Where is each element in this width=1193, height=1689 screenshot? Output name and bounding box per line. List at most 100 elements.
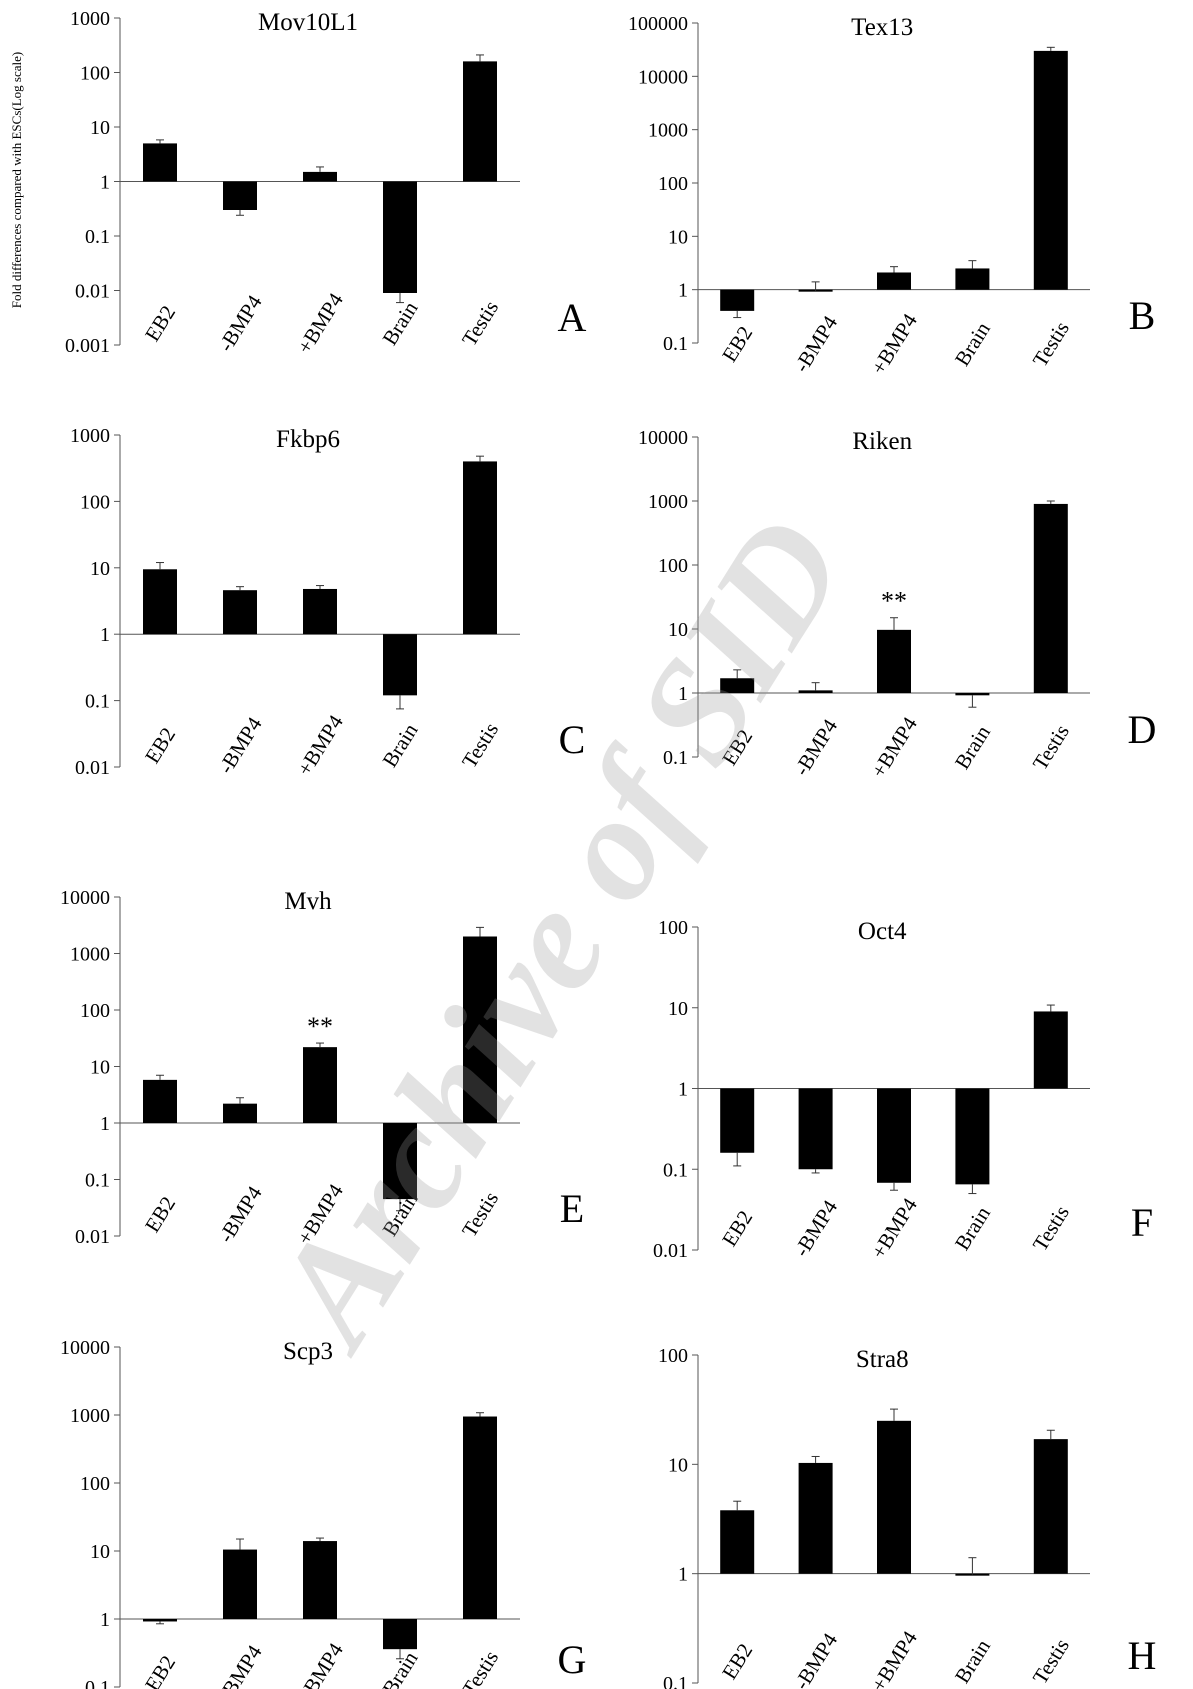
y-tick-label: 0.1 (85, 691, 110, 713)
x-tick-label: -BMP4 (789, 311, 842, 377)
bar-EB2 (143, 143, 177, 182)
y-tick-label: 0.1 (85, 226, 110, 248)
y-tick-label: 100 (658, 917, 688, 939)
bar-Testis (1033, 503, 1068, 693)
y-tick-label: 1000 (648, 491, 688, 513)
y-tick-label: 1000 (70, 8, 110, 30)
x-tick-label: EB2 (140, 723, 180, 767)
x-tick-label: EB2 (717, 725, 757, 769)
panel-letter: C (559, 717, 586, 762)
bar-Testis (463, 461, 497, 635)
panel-letter: E (560, 1186, 584, 1231)
panel-letter: D (1128, 707, 1157, 752)
bar-Testis (463, 61, 497, 182)
x-tick-label: -BMP4 (213, 1640, 266, 1689)
x-tick-label: Testis (1028, 1201, 1074, 1255)
bar-+BMP4 (303, 1541, 337, 1619)
x-tick-label: -BMP4 (789, 1195, 842, 1261)
panel-letter: G (558, 1637, 587, 1682)
bar-Testis (1033, 1011, 1068, 1089)
x-tick-label: +BMP4 (292, 1638, 348, 1689)
y-tick-label: 10000 (60, 887, 110, 909)
chart-title: Riken (852, 428, 912, 455)
panel-letter: A (558, 295, 587, 340)
y-tick-label: 1 (100, 624, 110, 646)
y-tick-label: 0.1 (663, 1159, 688, 1181)
y-tick-label: 0.1 (663, 1673, 688, 1689)
bar-+BMP4 (877, 1420, 911, 1574)
y-tick-label: 100 (80, 1473, 110, 1495)
bar-+BMP4 (877, 272, 911, 290)
panel-letter: B (1129, 293, 1156, 338)
bar-EB2 (720, 289, 755, 311)
bar-Brain (383, 181, 417, 293)
x-tick-label: Testis (457, 1187, 503, 1241)
bar-Testis (463, 936, 497, 1123)
x-tick-label: EB2 (140, 1651, 180, 1689)
bar-Testis (1033, 1439, 1068, 1574)
y-tick-label: 100 (80, 63, 110, 85)
panel-letter: F (1131, 1200, 1153, 1245)
y-tick-label: 1 (100, 1609, 110, 1631)
x-tick-label: +BMP4 (292, 288, 348, 358)
x-tick-label: EB2 (140, 301, 180, 345)
bar-+BMP4 (877, 629, 911, 693)
y-tick-label: 1 (678, 280, 688, 302)
significance-marker: ** (881, 587, 907, 616)
significance-marker: ** (307, 1012, 333, 1041)
x-tick-label: Testis (1028, 720, 1074, 774)
y-tick-label: 10000 (60, 1337, 110, 1359)
bar-EB2 (720, 1088, 755, 1153)
y-tick-label: 1000 (70, 425, 110, 447)
x-tick-label: -BMP4 (789, 1628, 842, 1689)
x-tick-label: EB2 (717, 1206, 757, 1250)
y-tick-label: 10 (668, 998, 688, 1020)
bar-Brain (383, 634, 417, 696)
x-tick-label: +BMP4 (292, 710, 348, 780)
y-tick-label: 0.1 (85, 1677, 110, 1689)
chart-title: Mvh (284, 888, 332, 915)
chart-title: Scp3 (283, 1338, 333, 1365)
y-tick-label: 0.01 (653, 1240, 688, 1262)
bar-EB2 (720, 1510, 755, 1574)
y-tick-label: 1000 (70, 944, 110, 966)
bar-+BMP4 (303, 1047, 337, 1123)
x-tick-label: Brain (950, 721, 995, 774)
chart-title: Mov10L1 (258, 9, 358, 36)
y-tick-label: 0.01 (75, 1226, 110, 1248)
y-tick-label: 10000 (638, 427, 688, 449)
y-tick-label: 10 (668, 619, 688, 641)
x-tick-label: Brain (950, 1635, 995, 1688)
bar-+BMP4 (303, 171, 337, 182)
y-tick-label: 10 (90, 1057, 110, 1079)
bar-EB2 (143, 1079, 177, 1123)
y-tick-label: 1 (100, 1113, 110, 1135)
x-tick-label: Testis (457, 1646, 503, 1689)
y-tick-label: 0.01 (75, 281, 110, 303)
x-tick-label: -BMP4 (213, 712, 266, 778)
bar-Brain (383, 1619, 417, 1650)
x-tick-label: +BMP4 (866, 1193, 922, 1263)
x-tick-label: Testis (457, 718, 503, 772)
x-tick-label: EB2 (140, 1192, 180, 1236)
y-tick-label: 0.1 (85, 1170, 110, 1192)
x-tick-label: Brain (378, 1647, 423, 1689)
bar-Brain (955, 1573, 990, 1576)
y-tick-label: 1 (678, 1079, 688, 1101)
y-tick-label: 100 (658, 173, 688, 195)
y-tick-label: 1 (678, 683, 688, 705)
y-tick-label: 100000 (628, 13, 688, 35)
x-tick-label: +BMP4 (866, 309, 922, 379)
x-tick-label: +BMP4 (292, 1179, 348, 1249)
bar-Brain (955, 1088, 990, 1185)
y-tick-label: 0.01 (75, 757, 110, 779)
bar-Brain (955, 693, 990, 696)
chart-title: Oct4 (858, 918, 907, 945)
bar-EB2 (720, 678, 755, 693)
bar-Brain (383, 1123, 417, 1200)
bar-Testis (463, 1416, 497, 1619)
x-tick-label: Testis (1028, 317, 1074, 371)
y-tick-label: 10000 (638, 66, 688, 88)
bar-EB2 (143, 1619, 177, 1622)
